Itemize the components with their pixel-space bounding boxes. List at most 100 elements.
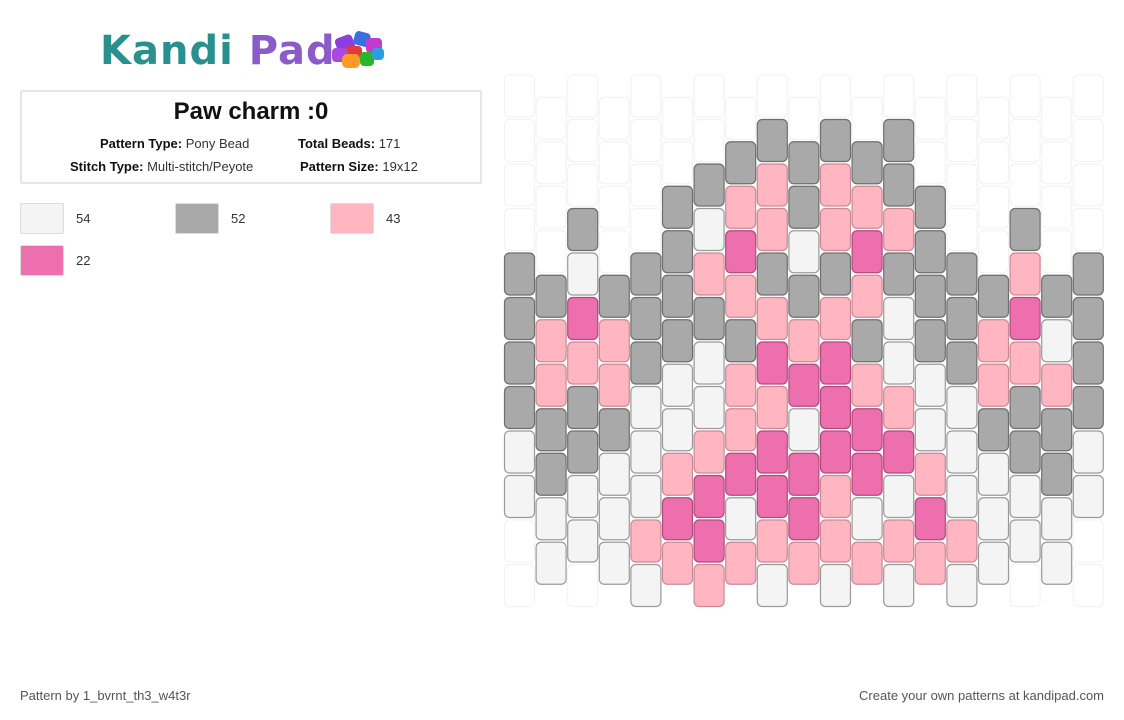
empty-bead-slot: [693, 74, 725, 118]
bead: [725, 541, 757, 585]
color-swatch-item: 54: [20, 202, 90, 234]
empty-bead-slot: [662, 141, 693, 185]
empty-bead-slot: [946, 163, 978, 207]
bead: [693, 563, 725, 608]
bead: [851, 230, 883, 274]
empty-bead-slot: [535, 185, 567, 229]
empty-bead-slot: [978, 96, 1009, 140]
bead: [693, 519, 725, 563]
beads-pile-icon: [332, 31, 384, 68]
bead: [819, 519, 852, 563]
kandipad-promo-link[interactable]: Create your own patterns at kandipad.com: [859, 688, 1104, 703]
bead: [503, 341, 536, 385]
bead: [535, 363, 567, 407]
empty-bead-slot: [978, 230, 1009, 274]
bead: [977, 319, 1010, 363]
kandipad-logo[interactable]: Kandi Pad: [100, 26, 410, 76]
pattern-type-value: Pony Bead: [185, 136, 250, 151]
bead: [883, 563, 915, 608]
bead: [598, 452, 630, 496]
bead: [851, 497, 883, 541]
bead: [1072, 474, 1104, 519]
bead: [1041, 408, 1073, 452]
empty-bead-slot: [946, 208, 978, 251]
empty-bead-slot: [662, 96, 693, 140]
color-swatch: [330, 202, 374, 234]
empty-bead-slot: [1072, 519, 1104, 563]
bead: [914, 497, 946, 541]
color-count: 22: [76, 252, 91, 268]
bead: [693, 252, 725, 296]
bead: [756, 252, 788, 296]
bead: [946, 296, 978, 341]
empty-bead-slot: [567, 74, 599, 118]
bead: [819, 430, 852, 474]
bead: [788, 497, 820, 541]
bead: [1072, 430, 1104, 474]
bead: [598, 408, 630, 452]
empty-bead-slot: [504, 119, 535, 162]
empty-bead-slot: [1072, 163, 1104, 207]
bead: [914, 541, 946, 585]
color-swatch: [175, 202, 219, 234]
bead: [630, 474, 662, 519]
color-swatch-item: 43: [330, 202, 400, 234]
bead: [535, 319, 567, 363]
empty-bead-slot: [1072, 119, 1104, 162]
bead: [788, 319, 820, 363]
bead: [1009, 430, 1041, 474]
bead: [598, 363, 630, 407]
pattern-size: Pattern Size: 19x12: [300, 159, 418, 174]
empty-bead-slot: [1072, 208, 1104, 251]
bead: [946, 519, 978, 563]
bead: [1041, 497, 1073, 541]
bead: [756, 385, 788, 430]
empty-bead-slot: [851, 96, 883, 140]
empty-bead-slot: [630, 119, 662, 162]
logo-word-pad: Pad: [248, 28, 336, 74]
bead: [851, 274, 883, 318]
bead: [598, 319, 630, 363]
bead: [630, 519, 662, 563]
bead: [756, 519, 788, 563]
bead: [756, 341, 788, 385]
bead: [535, 497, 567, 541]
bead: [1041, 363, 1073, 407]
bead: [914, 230, 946, 274]
bead: [630, 385, 662, 430]
bead: [567, 474, 599, 519]
bead: [1072, 296, 1104, 341]
bead: [756, 163, 788, 207]
bead: [567, 252, 599, 296]
bead: [567, 296, 599, 341]
bead: [1009, 341, 1041, 385]
bead: [567, 430, 599, 474]
bead: [756, 118, 788, 163]
bead: [946, 474, 978, 519]
bead: [1041, 274, 1073, 318]
bead: [819, 207, 852, 252]
empty-bead-slot: [630, 163, 662, 207]
bead: [661, 497, 694, 541]
empty-bead-slot: [820, 74, 851, 118]
bead: [598, 497, 630, 541]
empty-bead-slot: [504, 519, 535, 563]
bead: [1009, 385, 1041, 430]
bead: [725, 141, 757, 185]
empty-bead-slot: [1009, 74, 1041, 118]
bead: [661, 319, 694, 363]
total-beads-label: Total Beads:: [298, 136, 376, 151]
bead: [503, 385, 536, 430]
bead: [567, 385, 599, 430]
pattern-type: Pattern Type: Pony Bead: [100, 136, 249, 151]
bead: [725, 319, 757, 363]
bead: [819, 385, 852, 430]
empty-bead-slot: [978, 141, 1009, 185]
bead: [977, 497, 1010, 541]
bead: [1041, 319, 1073, 363]
pattern-title: Paw charm :0: [173, 98, 329, 125]
color-swatch-item: 22: [20, 244, 90, 276]
empty-bead-slot: [946, 119, 978, 162]
bead: [535, 452, 567, 496]
bead: [788, 274, 820, 318]
